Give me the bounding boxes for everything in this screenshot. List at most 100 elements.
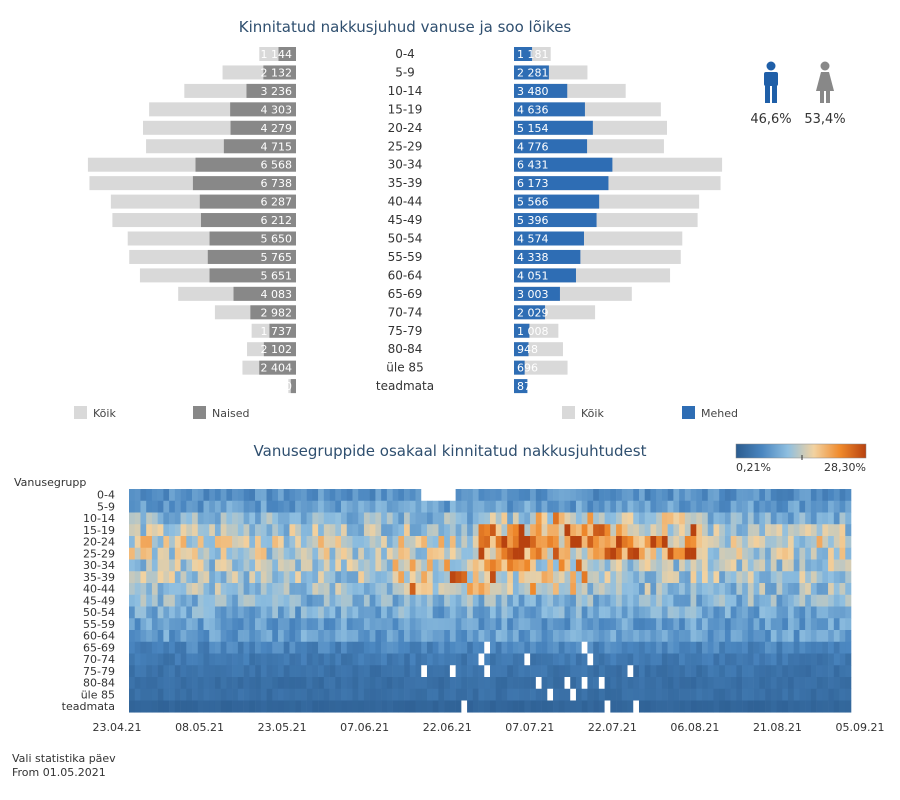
heatmap-cell[interactable] — [627, 512, 634, 525]
heatmap-cell[interactable] — [575, 559, 582, 572]
heatmap-cell[interactable] — [524, 618, 531, 631]
heatmap-cell[interactable] — [787, 571, 794, 584]
heatmap-cell[interactable] — [575, 594, 582, 607]
heatmap-cell[interactable] — [713, 594, 720, 607]
heatmap-cell[interactable] — [484, 547, 491, 560]
heatmap-cell[interactable] — [490, 512, 497, 525]
heatmap-cell[interactable] — [507, 512, 514, 525]
heatmap-cell[interactable] — [765, 489, 772, 502]
heatmap-cell[interactable] — [358, 606, 365, 619]
heatmap-cell[interactable] — [312, 688, 319, 701]
heatmap-cell[interactable] — [484, 641, 491, 654]
heatmap-cell[interactable] — [449, 630, 456, 643]
heatmap-cell[interactable] — [209, 618, 216, 631]
heatmap-cell[interactable] — [598, 653, 605, 666]
heatmap-cell[interactable] — [799, 618, 806, 631]
heatmap-cell[interactable] — [375, 512, 382, 525]
heatmap-cell[interactable] — [432, 653, 439, 666]
heatmap-cell[interactable] — [684, 489, 691, 502]
heatmap-cell[interactable] — [587, 630, 594, 643]
heatmap-cell[interactable] — [163, 547, 170, 560]
heatmap-cell[interactable] — [799, 700, 806, 713]
heatmap-cell[interactable] — [363, 594, 370, 607]
heatmap-cell[interactable] — [392, 630, 399, 643]
heatmap-cell[interactable] — [478, 653, 485, 666]
heatmap-cell[interactable] — [644, 571, 651, 584]
heatmap-cell[interactable] — [289, 536, 296, 549]
heatmap-cell[interactable] — [318, 489, 325, 502]
heatmap-cell[interactable] — [724, 618, 731, 631]
heatmap-cell[interactable] — [604, 653, 611, 666]
heatmap-cell[interactable] — [375, 524, 382, 537]
heatmap-cell[interactable] — [151, 700, 158, 713]
heatmap-cell[interactable] — [610, 618, 617, 631]
heatmap-cell[interactable] — [237, 559, 244, 572]
heatmap-cell[interactable] — [426, 618, 433, 631]
heatmap-cell[interactable] — [501, 571, 508, 584]
heatmap-cell[interactable] — [392, 606, 399, 619]
heatmap-cell[interactable] — [415, 630, 422, 643]
heatmap-cell[interactable] — [266, 500, 273, 513]
heatmap-cell[interactable] — [742, 606, 749, 619]
heatmap-cell[interactable] — [730, 630, 737, 643]
heatmap-cell[interactable] — [306, 630, 313, 643]
heatmap-cell[interactable] — [449, 641, 456, 654]
heatmap-cell[interactable] — [593, 665, 600, 678]
heatmap-cell[interactable] — [633, 512, 640, 525]
heatmap-cell[interactable] — [300, 583, 307, 596]
heatmap-cell[interactable] — [203, 618, 210, 631]
heatmap-cell[interactable] — [174, 618, 181, 631]
heatmap-cell[interactable] — [346, 677, 353, 690]
heatmap-cell[interactable] — [673, 489, 680, 502]
heatmap-cell[interactable] — [214, 524, 221, 537]
heatmap-cell[interactable] — [776, 512, 783, 525]
heatmap-cell[interactable] — [306, 547, 313, 560]
heatmap-cell[interactable] — [782, 688, 789, 701]
heatmap-cell[interactable] — [352, 606, 359, 619]
heatmap-cell[interactable] — [140, 536, 147, 549]
heatmap-cell[interactable] — [461, 618, 468, 631]
heatmap-cell[interactable] — [667, 489, 674, 502]
heatmap-cell[interactable] — [220, 665, 227, 678]
heatmap-cell[interactable] — [564, 641, 571, 654]
heatmap-cell[interactable] — [661, 665, 668, 678]
heatmap-cell[interactable] — [209, 606, 216, 619]
heatmap-cell[interactable] — [260, 512, 267, 525]
heatmap-cell[interactable] — [295, 512, 302, 525]
heatmap-cell[interactable] — [306, 571, 313, 584]
heatmap-cell[interactable] — [277, 630, 285, 643]
heatmap-cell[interactable] — [845, 653, 852, 666]
heatmap-cell[interactable] — [260, 606, 267, 619]
heatmap-cell[interactable] — [277, 583, 285, 596]
heatmap-cell[interactable] — [151, 571, 158, 584]
heatmap-cell[interactable] — [690, 688, 697, 701]
heatmap-cell[interactable] — [249, 618, 256, 631]
heatmap-cell[interactable] — [180, 547, 187, 560]
heatmap-cell[interactable] — [232, 547, 239, 560]
heatmap-cell[interactable] — [627, 688, 634, 701]
heatmap-cell[interactable] — [438, 618, 445, 631]
heatmap-cell[interactable] — [478, 524, 485, 537]
heatmap-cell[interactable] — [747, 688, 754, 701]
heatmap-cell[interactable] — [306, 583, 313, 596]
heatmap-cell[interactable] — [146, 559, 153, 572]
heatmap-cell[interactable] — [151, 665, 158, 678]
heatmap-cell[interactable] — [255, 630, 262, 643]
heatmap-cell[interactable] — [593, 594, 600, 607]
heatmap-cell[interactable] — [782, 559, 789, 572]
heatmap-cell[interactable] — [151, 618, 158, 631]
heatmap-cell[interactable] — [610, 594, 617, 607]
heatmap-cell[interactable] — [461, 606, 468, 619]
bar-male[interactable] — [514, 305, 546, 320]
heatmap-cell[interactable] — [656, 688, 663, 701]
heatmap-cell[interactable] — [432, 700, 439, 713]
heatmap-cell[interactable] — [272, 524, 279, 537]
heatmap-cell[interactable] — [621, 559, 628, 572]
heatmap-cell[interactable] — [289, 512, 296, 525]
heatmap-cell[interactable] — [604, 583, 611, 596]
heatmap-cell[interactable] — [432, 559, 439, 572]
heatmap-cell[interactable] — [363, 512, 370, 525]
heatmap-cell[interactable] — [776, 641, 783, 654]
heatmap-cell[interactable] — [558, 700, 565, 713]
bar-female[interactable] — [269, 323, 296, 338]
